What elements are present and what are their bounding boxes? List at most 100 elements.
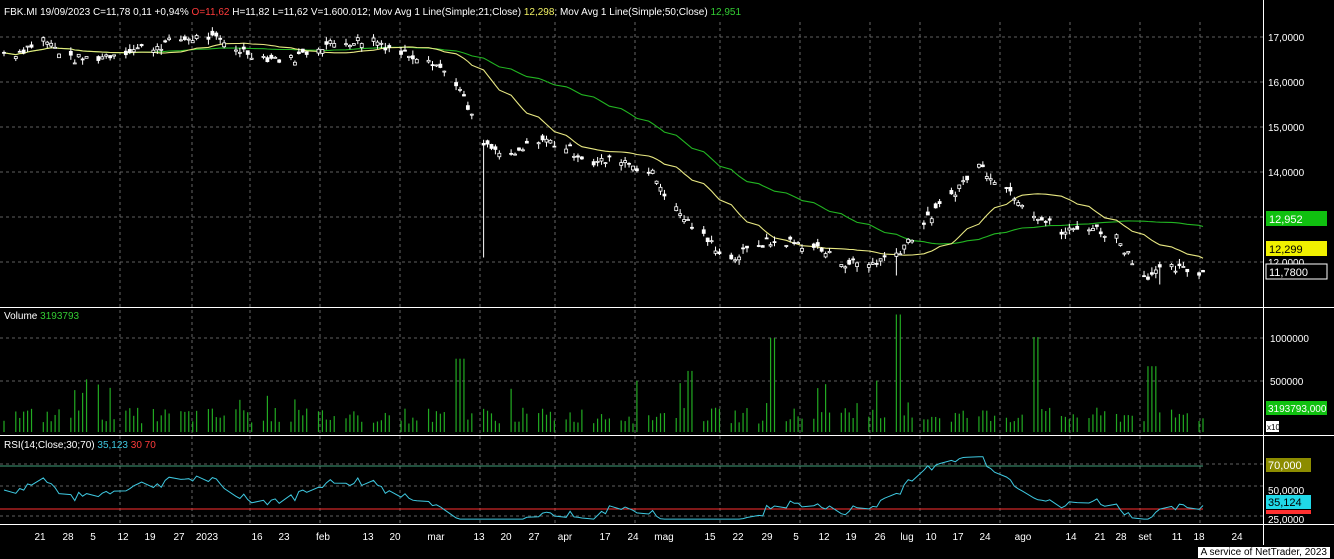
candle xyxy=(650,168,655,175)
candle xyxy=(517,147,521,152)
candle xyxy=(383,42,388,54)
candle xyxy=(933,202,938,209)
candle xyxy=(344,38,348,47)
candle xyxy=(237,47,242,58)
date-tick-label: 5 xyxy=(793,532,799,543)
candle xyxy=(898,250,903,256)
candle xyxy=(469,113,474,120)
candle xyxy=(686,216,690,221)
candle xyxy=(576,153,580,163)
rsi-tick-label: 25,0000 xyxy=(1268,515,1305,526)
date-tick-label: 14 xyxy=(1065,532,1077,543)
candle xyxy=(296,48,301,55)
candle xyxy=(465,101,470,111)
candle xyxy=(906,238,911,245)
candle xyxy=(41,36,46,47)
candle xyxy=(2,50,6,57)
candle xyxy=(851,256,856,264)
candle xyxy=(454,78,458,91)
date-tick-label: 20 xyxy=(389,532,401,543)
candle xyxy=(289,54,293,61)
date-tick-label: 20 xyxy=(500,532,512,543)
candle xyxy=(866,262,871,273)
candle xyxy=(53,42,58,49)
candle xyxy=(269,53,274,60)
date-axis: 21 28 5 12 19 27 2023 16 23 feb 13 20 mar 13 20 27 apr 17… xyxy=(34,532,1243,543)
candle xyxy=(977,163,981,169)
date-tick-label: 17 xyxy=(952,532,964,543)
candle xyxy=(190,35,195,44)
badge-ma21: 12,299 xyxy=(1266,241,1327,256)
date-tick-label: 28 xyxy=(1115,532,1127,543)
candle xyxy=(1012,196,1017,205)
date-tick-label: 27 xyxy=(528,532,540,543)
candle xyxy=(772,236,777,247)
price-tick-label: 17,0000 xyxy=(1268,33,1305,44)
candle xyxy=(536,141,541,149)
candle xyxy=(1118,243,1123,247)
date-tick-label: 19 xyxy=(144,532,156,543)
candle xyxy=(874,259,879,268)
candle xyxy=(403,44,407,52)
candle xyxy=(108,55,113,61)
candle xyxy=(57,53,61,59)
candle xyxy=(438,59,443,69)
candle xyxy=(1043,220,1048,227)
candle xyxy=(332,40,337,48)
candle xyxy=(273,56,278,59)
candle xyxy=(662,189,667,200)
rsi-line xyxy=(3,456,1204,520)
candle xyxy=(1016,200,1021,207)
candle xyxy=(823,251,828,259)
candle xyxy=(194,33,199,41)
candle xyxy=(674,203,679,212)
candle xyxy=(80,57,85,65)
candle xyxy=(151,47,156,57)
date-tick-label: set xyxy=(1138,532,1152,543)
date-tick-label: 15 xyxy=(704,532,716,543)
candle xyxy=(811,242,816,251)
candle xyxy=(1047,216,1052,225)
candle xyxy=(1067,223,1072,235)
price-tick-label: 16,0000 xyxy=(1268,78,1305,89)
svg-text:11,7800: 11,7800 xyxy=(1269,267,1308,279)
date-tick-label: 11 xyxy=(1172,532,1183,543)
candle xyxy=(481,139,486,258)
candle xyxy=(139,43,144,48)
badge-rsi-30 xyxy=(1266,510,1311,514)
candle xyxy=(591,158,596,168)
candle xyxy=(410,50,415,65)
candle xyxy=(167,34,172,42)
date-tick-label: ago xyxy=(1015,532,1032,543)
candle xyxy=(815,238,820,249)
candle xyxy=(599,154,604,165)
candle xyxy=(792,239,797,246)
candle xyxy=(1197,271,1201,280)
candle xyxy=(1122,252,1127,257)
candle xyxy=(100,53,105,60)
candle xyxy=(112,54,116,60)
candle xyxy=(1098,227,1103,238)
volume-header: Volume 3193793 xyxy=(4,311,80,322)
volume-bars xyxy=(3,314,1204,432)
candle xyxy=(1153,266,1158,279)
ma50-line xyxy=(3,46,1204,245)
date-tick-label: 29 xyxy=(761,532,773,543)
candle xyxy=(434,64,439,68)
candle xyxy=(709,235,714,244)
badge-ma50: 12,952 xyxy=(1266,211,1327,226)
candle xyxy=(513,152,517,156)
svg-text:3193793,000: 3193793,000 xyxy=(1268,404,1327,415)
candle xyxy=(1181,261,1186,268)
date-tick-label: 5 xyxy=(90,532,96,543)
candle xyxy=(796,241,800,244)
candle xyxy=(21,47,26,55)
price-header: FBK.MI 19/09/2023 C=11,78 0,11 +0,94% O=… xyxy=(4,7,741,18)
candle xyxy=(399,46,403,59)
candle xyxy=(76,53,81,58)
candle xyxy=(564,144,569,154)
candle xyxy=(729,252,734,260)
candle xyxy=(690,222,694,230)
candle xyxy=(1032,211,1036,222)
